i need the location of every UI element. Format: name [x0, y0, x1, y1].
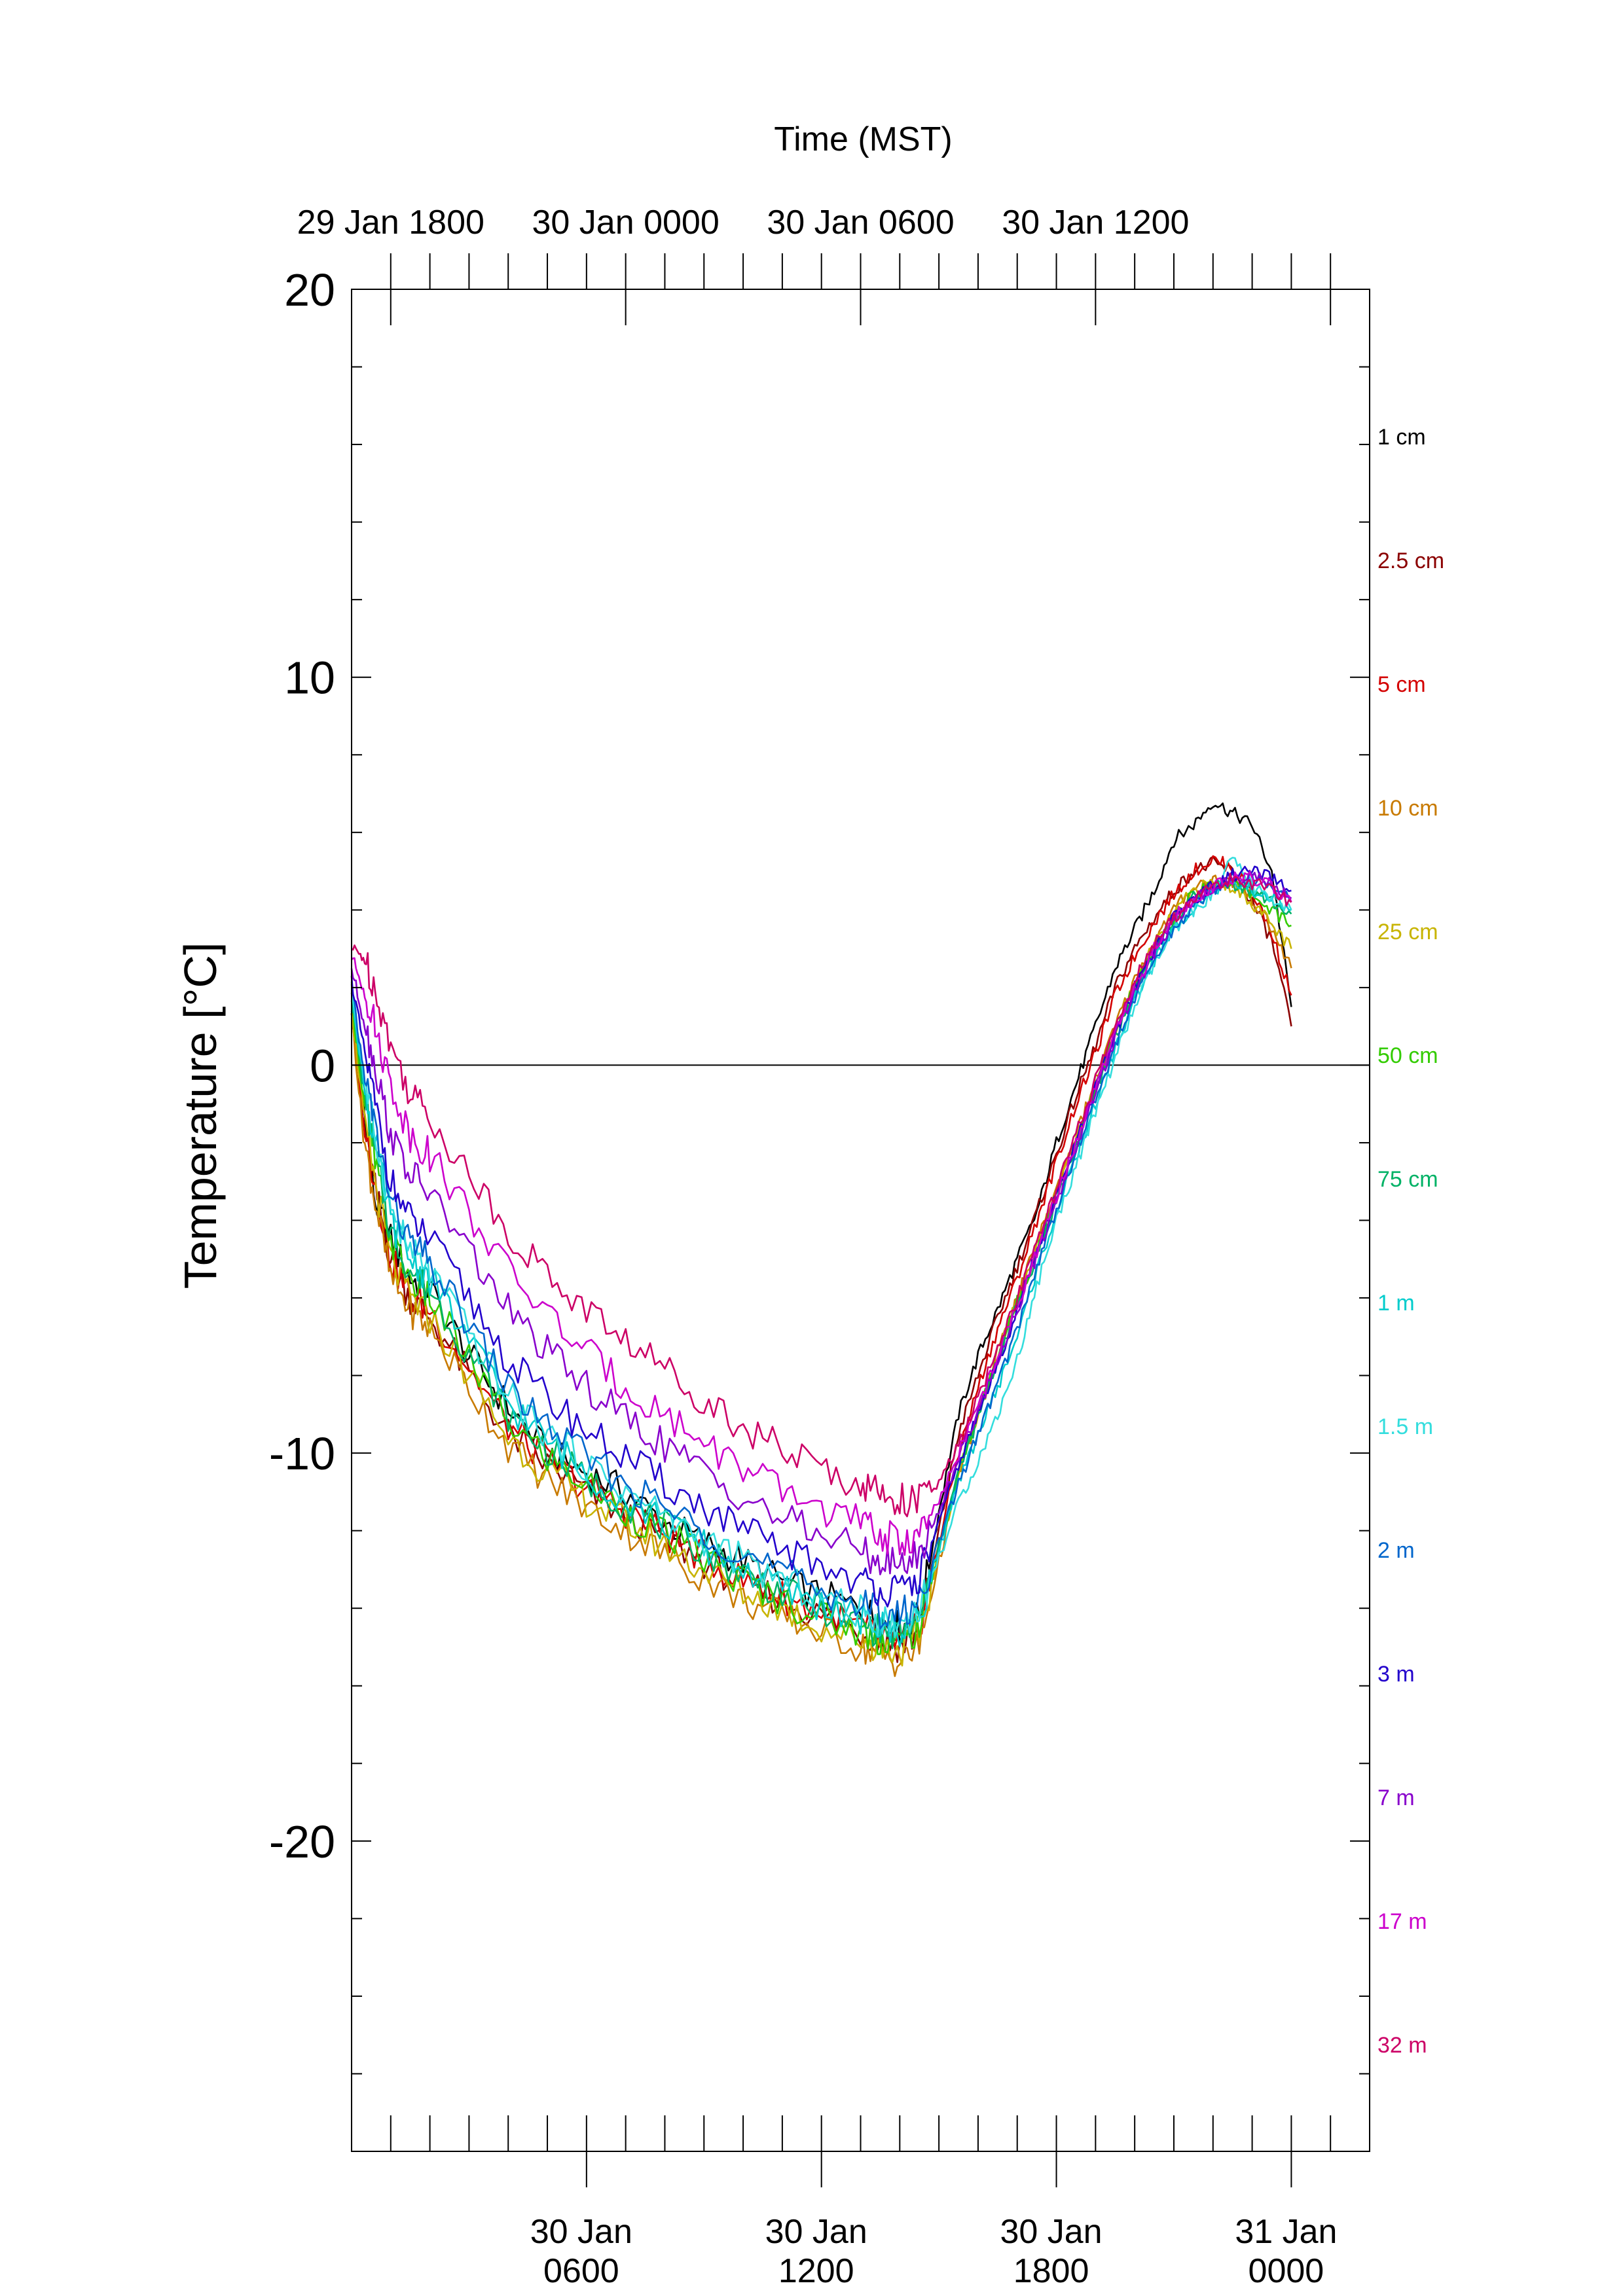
legend-entry: 1 m	[1377, 1291, 1415, 1316]
series-line-7-m	[350, 869, 1292, 1575]
series-line-17-m	[351, 871, 1292, 1556]
y-axis-label: Temperature [°C]	[175, 942, 226, 1289]
y-tick-label: -20	[269, 1816, 335, 1867]
top-x-tick-label: 30 Jan 1200	[1002, 204, 1189, 242]
legend-entry: 5 cm	[1377, 672, 1426, 697]
legend-entry: 2.5 cm	[1377, 548, 1444, 573]
y-tick-label: -10	[269, 1428, 335, 1479]
bottom-x-tick-label: 30 Jan	[1000, 2213, 1102, 2251]
top-x-tick-label: 30 Jan 0600	[767, 204, 954, 242]
y-tick-label: 10	[284, 653, 335, 704]
top-axis-title: Time (MST)	[774, 120, 952, 158]
bottom-x-tick-label: 31 Jan	[1235, 2213, 1337, 2251]
bottom-x-tick-label: 1200	[778, 2252, 854, 2290]
legend-entry: 7 m	[1377, 1785, 1415, 1810]
bottom-x-tick-label: 30 Jan	[765, 2213, 867, 2251]
y-tick-label: 20	[284, 264, 335, 315]
legend-entry: 75 cm	[1377, 1167, 1438, 1192]
legend-entry: 2 m	[1377, 1538, 1415, 1563]
top-x-tick-label: 29 Jan 1800	[297, 204, 484, 242]
legend-entry: 25 cm	[1377, 920, 1438, 944]
y-tick-label: 0	[310, 1040, 335, 1091]
legend-entry: 3 m	[1377, 1662, 1415, 1687]
series-line-32-m	[351, 872, 1292, 1518]
legend-entry: 50 cm	[1377, 1043, 1438, 1068]
bottom-x-tick-label: 0000	[1249, 2252, 1324, 2290]
legend-entry: 1 cm	[1377, 425, 1426, 450]
legend-entry: 17 m	[1377, 1909, 1427, 1934]
bottom-x-tick-label: 30 Jan	[530, 2213, 632, 2251]
top-x-tick-label: 30 Jan 0000	[532, 204, 720, 242]
legend-entry: 10 cm	[1377, 796, 1438, 821]
legend-entry: 1.5 m	[1377, 1414, 1433, 1439]
series-line-1-5-m	[350, 857, 1292, 1638]
bottom-x-tick-label: 0600	[543, 2252, 619, 2290]
legend-entry: 32 m	[1377, 2033, 1427, 2058]
bottom-x-tick-label: 1800	[1013, 2252, 1089, 2290]
